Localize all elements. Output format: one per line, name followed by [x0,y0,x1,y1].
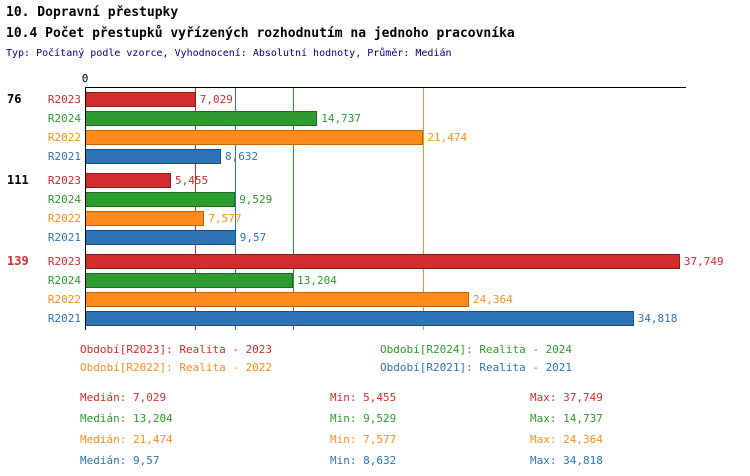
bar-R2024 [85,192,236,207]
group-label: 111 [7,173,29,187]
plot-area: 76 R2023 7,029 R2024 14,737 R2022 21,474 R2021 8… [7,88,724,330]
series-label-R2024: R2024 [47,193,81,206]
group-label: 139 [7,254,29,268]
bar-value-label: 21,474 [427,131,468,144]
bar-R2021 [85,149,221,164]
bar-R2023 [85,254,680,269]
stat-max-R2022: Max: 24,364 [530,433,603,446]
chart-meta-info: Typ: Počítaný podle vzorce, Vyhodnocení:… [6,48,452,59]
median-line-R2023 [195,88,197,330]
bar-value-label: 34,818 [637,312,678,325]
bar-value-label: 14,737 [321,112,362,125]
bar-value-label: 13,204 [297,274,337,287]
bar-R2021 [85,311,634,326]
series-label-R2021: R2021 [47,150,81,163]
page-title: 10. Dopravní přestupky [6,5,179,20]
bar-R2023 [85,92,196,107]
series-label-R2022: R2022 [47,131,81,144]
y-axis-line [85,88,86,330]
stat-min-R2023: Min: 5,455 [330,391,397,404]
bar-R2023 [85,173,171,188]
stat-median-R2024: Medián: 13,204 [80,412,173,425]
bar-value-label: 9,57 [239,231,267,244]
median-line-R2022 [422,88,424,330]
stat-min-R2024: Min: 9,529 [330,412,397,425]
legend-item-R2024: Období[R2024]: Realita - 2024 [380,343,573,356]
stat-median-R2022: Medián: 21,474 [80,433,173,446]
chart-subtitle: 10.4 Počet přestupků vyřízených rozhodnu… [6,26,515,41]
stat-max-R2024: Max: 14,737 [530,412,603,425]
series-label-R2024: R2024 [47,112,81,125]
bar-value-label: 24,364 [473,293,513,306]
legend: Období[R2023]: Realita - 2023 Období[R202… [80,343,572,374]
bar-value-label: 7,577 [208,212,242,225]
stat-median-R2023: Medián: 7,029 [80,391,167,404]
bar-R2024 [85,111,318,126]
series-label-R2023: R2023 [47,174,81,187]
bar-value-label: 37,749 [683,255,724,268]
x-axis-line [85,87,686,88]
series-label-R2024: R2024 [47,274,81,287]
stat-max-R2021: Max: 34,818 [530,454,603,467]
bar-value-label: 9,529 [239,193,273,206]
bar-value-label: 5,455 [175,174,209,187]
stat-min-R2022: Min: 7,577 [330,433,397,446]
legend-item-R2021: Období[R2021]: Realita - 2021 [380,361,573,374]
bar-R2022 [85,292,469,307]
stat-max-R2023: Max: 37,749 [530,391,603,404]
series-label-R2023: R2023 [47,255,81,268]
median-line-R2024 [292,88,294,330]
series-label-R2022: R2022 [47,293,81,306]
x-axis-zero-tick-label: 0 [81,72,89,85]
bar-R2022 [85,130,424,145]
bar-value-label: 7,029 [199,93,233,106]
bar-R2021 [85,230,236,245]
legend-item-R2022: Období[R2022]: Realita - 2022 [80,361,273,374]
group-label: 76 [7,92,22,106]
stat-median-R2021: Medián: 9,57 [80,454,160,467]
legend-item-R2023: Období[R2023]: Realita - 2023 [80,343,273,356]
series-label-R2022: R2022 [47,212,81,225]
bar-R2022 [85,211,205,226]
series-label-R2023: R2023 [47,93,81,106]
series-label-R2021: R2021 [47,312,81,325]
stat-min-R2021: Min: 8,632 [330,454,397,467]
series-label-R2021: R2021 [47,231,81,244]
bar-R2024 [85,273,294,288]
median-line-R2021 [235,88,237,330]
bar-value-label: 8,632 [225,150,259,163]
stats-table: Medián: 7,029 Min: 5,455 Max: 37,749 Medián… [80,391,603,467]
